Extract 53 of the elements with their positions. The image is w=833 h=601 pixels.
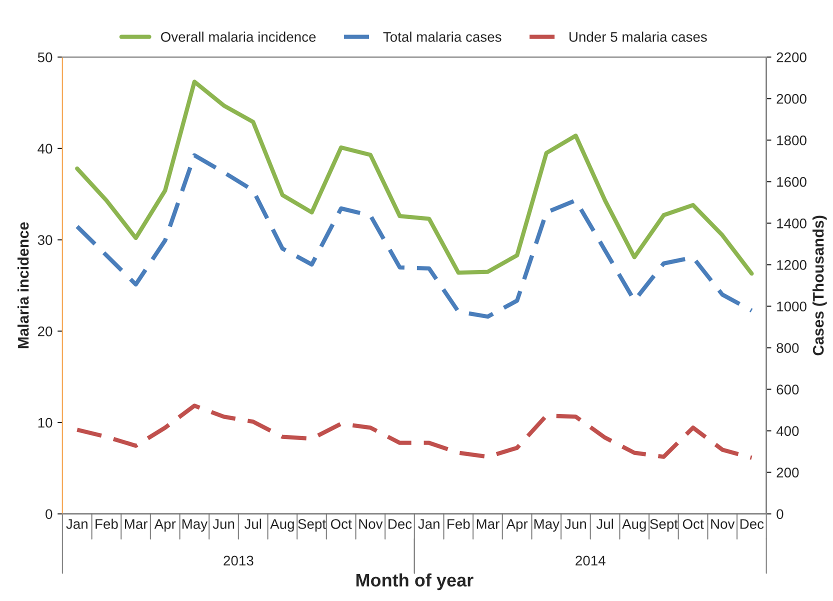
x-tick-label: Dec [740,519,764,529]
y2-tick-label: 1600 [777,177,806,187]
x-tick-label: Sept [298,519,326,532]
y2-axis-title: Cases (Thousands) [812,216,827,356]
line-series [75,80,754,276]
x-tick-label: Mar [124,519,148,529]
y-tick-label: 0 [46,509,52,520]
x-tick-label: May [534,519,560,532]
y2-tick-label: 600 [776,384,799,394]
y2-tick-label: 1200 [777,260,806,270]
y2-tick-label: 1000 [777,302,806,312]
x-tick-label: Apr [506,519,528,532]
y2-tick-label: 0 [776,509,784,520]
y2-tick-label: 400 [776,426,799,436]
x-tick-label: Dec [388,519,412,529]
y2-tick-label: 200 [776,468,799,478]
text: 2014 [576,556,606,566]
x-tick-label: Nov [359,519,383,529]
x-tick-label: Jan [66,519,88,529]
x-tick-label: May [182,519,208,532]
line-series [75,153,754,319]
y-tick-label: 20 [38,326,52,336]
y-tick-label: 30 [38,235,52,245]
y2-tick-label: 1800 [777,135,806,146]
x-tick-label: Aug [270,519,294,532]
x-tick-label: Oct [682,519,704,529]
legend-label: Total malaria cases [383,32,502,42]
y-tick-label: 40 [38,144,52,154]
line-series [75,404,754,460]
x-tick-label: Feb [448,518,470,529]
x-tick-label: Nov [711,519,735,529]
legend-label: Under 5 malaria cases [570,32,707,42]
x-tick-label: Jan [418,519,440,529]
x-tick-label: Jun [564,519,586,529]
x-tick-label: Oct [330,519,352,529]
x-tick-label: Jun [212,519,234,529]
legend-label: Overall malaria incidence [160,32,316,42]
x-tick-label: Mar [476,519,500,529]
x-axis-title: Month of year [356,573,474,590]
x-tick-label: Aug [622,519,646,532]
y2-tick-label: 800 [776,343,799,353]
text: 2013 [224,556,254,566]
x-tick-label: Apr [154,519,176,532]
y2-tick-label: 2200 [776,52,806,62]
y-tick-label: 10 [38,418,52,428]
x-tick-label: Jul [596,518,613,529]
x-tick-label: Sept [650,519,678,532]
y2-tick-label: 2000 [776,94,806,104]
y2-tick-label: 1400 [777,218,806,228]
x-tick-label: Jul [244,518,262,529]
y-tick-label: 50 [38,52,52,62]
y-axis-title: Malaria incidence [18,222,29,348]
x-tick-label: Feb [96,518,118,529]
